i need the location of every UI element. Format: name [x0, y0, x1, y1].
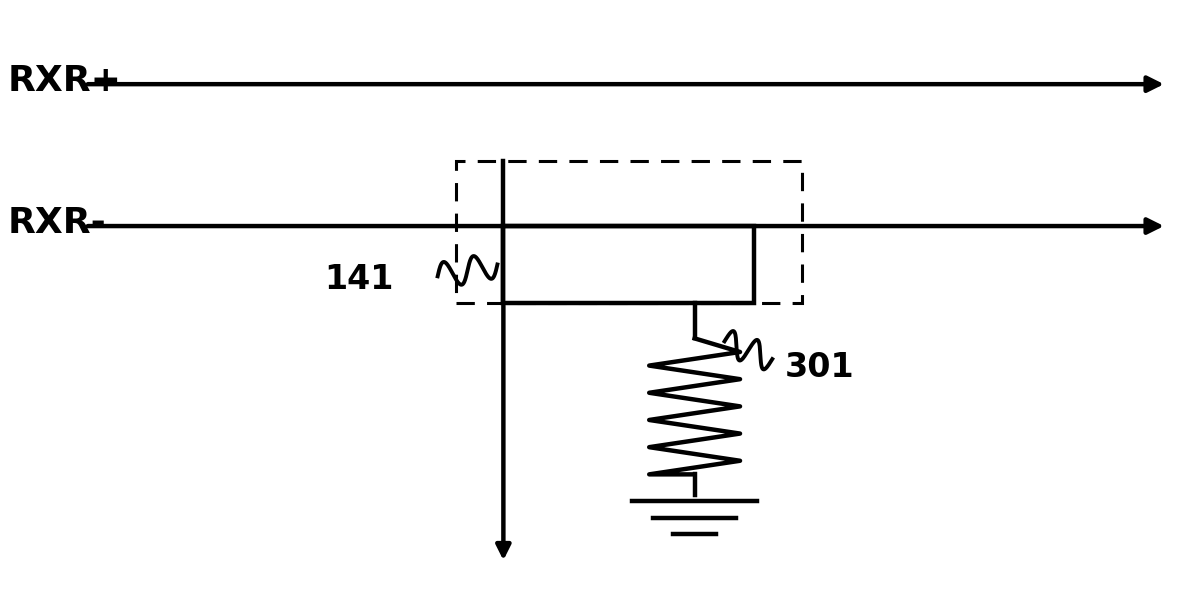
Text: RXR-: RXR- [7, 206, 107, 240]
Text: 301: 301 [785, 352, 854, 384]
Text: RXR+: RXR+ [7, 64, 121, 98]
Bar [503, 226, 755, 303]
Bar [455, 161, 803, 303]
Text: 141: 141 [325, 263, 393, 296]
